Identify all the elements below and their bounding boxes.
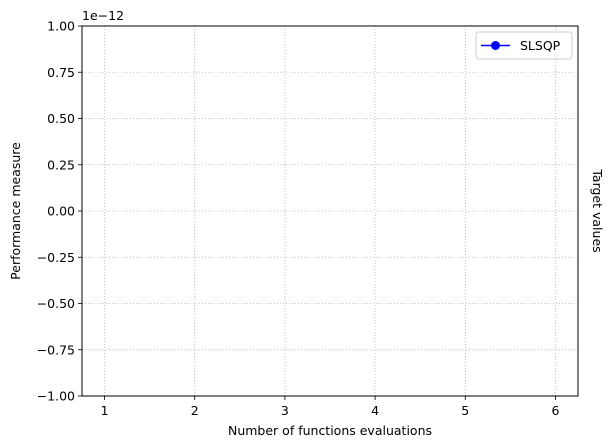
y-tick-label: −1.00	[37, 389, 75, 404]
y-tick-label: −0.25	[37, 250, 75, 265]
grid-lines	[82, 25, 578, 397]
y-offset-label: 1e−12	[82, 8, 124, 23]
y-axis-label: Performance measure	[8, 142, 23, 280]
x-axis-ticks: 1 2 3 4 5 6	[101, 396, 559, 418]
y-tick-label: 1.00	[47, 19, 75, 34]
y-tick-label: 0.50	[47, 111, 75, 126]
y-tick-label: 0.25	[47, 157, 75, 172]
legend-label: SLSQP	[520, 38, 561, 53]
right-axis-label: Target values	[590, 168, 605, 252]
x-tick-label: 5	[461, 403, 469, 418]
y-axis-ticks: −1.00 −0.75 −0.50 −0.25 0.00 0.25 0.50 0.75 1.00	[37, 19, 82, 404]
x-tick-label: 6	[551, 403, 559, 418]
x-axis-label: Number of functions evaluations	[228, 423, 432, 438]
y-tick-label: 0.00	[47, 204, 75, 219]
plot-frame	[81, 25, 579, 397]
legend-marker-swatch	[491, 41, 500, 50]
x-tick-label: 4	[371, 403, 379, 418]
y-tick-label: 0.75	[47, 65, 75, 80]
x-tick-label: 1	[101, 403, 109, 418]
legend: SLSQP	[475, 31, 573, 60]
y-tick-label: −0.75	[37, 342, 75, 357]
x-tick-label: 2	[191, 403, 199, 418]
x-tick-label: 3	[281, 403, 289, 418]
legend-box	[475, 31, 573, 60]
y-tick-label: −0.50	[37, 296, 75, 311]
